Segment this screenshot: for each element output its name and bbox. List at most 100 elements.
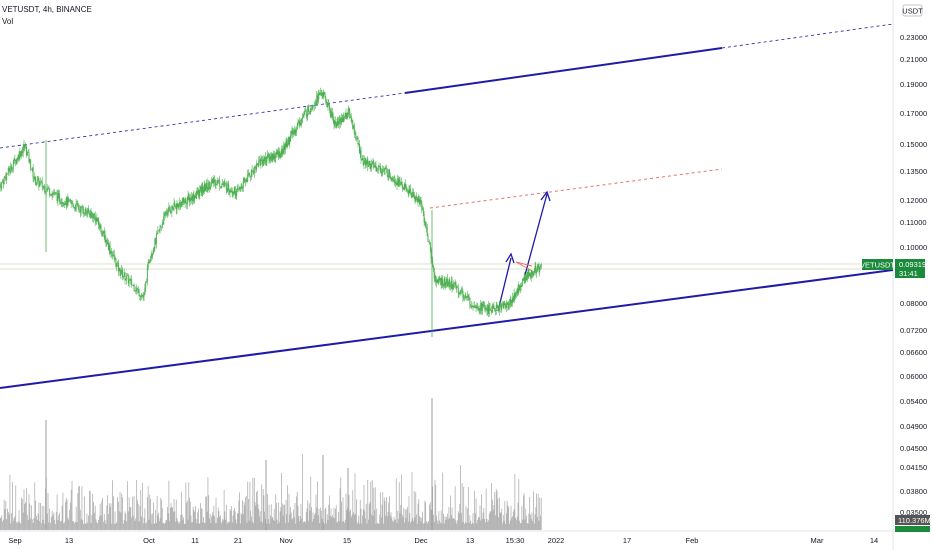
volume-bar — [288, 493, 290, 530]
candle-body — [311, 108, 313, 109]
volume-bar — [488, 513, 490, 530]
volume-bar — [222, 518, 224, 530]
time-tick: Sep — [8, 536, 21, 545]
volume-bar — [469, 515, 471, 530]
candle-body — [135, 290, 137, 292]
candle-body — [192, 194, 194, 201]
candle-body — [81, 206, 83, 208]
volume-bar — [311, 507, 312, 530]
volume-bar — [441, 523, 443, 530]
candle-body — [186, 202, 188, 205]
volume-bar — [514, 473, 516, 530]
volume-bar — [481, 494, 482, 530]
time-tick: 15 — [343, 536, 351, 545]
candle-body — [152, 253, 154, 255]
candle-body — [487, 305, 489, 312]
candle-body — [275, 151, 277, 155]
candle-body — [494, 308, 496, 312]
candle-body — [396, 182, 398, 186]
candle-body — [419, 199, 421, 204]
volume-bar — [502, 514, 504, 530]
volume-bar — [519, 523, 521, 530]
volume-bar — [268, 504, 270, 530]
candle-body — [54, 192, 56, 195]
candle-body — [350, 116, 352, 122]
volume-bar — [237, 513, 239, 530]
volume-bar — [362, 515, 363, 530]
candle-body — [283, 144, 285, 151]
candle-body — [497, 307, 499, 309]
candle-body — [93, 213, 95, 219]
candle-body — [314, 105, 315, 107]
trendline-upper[interactable] — [0, 23, 894, 149]
volume-bar — [300, 504, 302, 530]
candle-body — [158, 230, 160, 231]
candle-body — [13, 159, 15, 165]
candle-body — [64, 203, 66, 205]
candle-body — [401, 181, 402, 185]
volume-bar — [79, 486, 80, 530]
volume-bar — [141, 516, 142, 530]
candle-body — [122, 276, 124, 278]
trendline-middle[interactable] — [429, 168, 723, 209]
time-tick: 15:30 — [506, 536, 525, 545]
volume-bar — [505, 523, 506, 530]
candle-body — [511, 302, 513, 304]
volume-bar — [459, 504, 461, 530]
volume-bar — [448, 507, 450, 530]
volume-bar — [484, 522, 486, 530]
candle-body — [306, 115, 308, 117]
volume-bar — [408, 496, 410, 530]
volume-bar — [159, 518, 161, 530]
candle-body — [279, 151, 281, 158]
volume-value-tag[interactable]: 110.376M — [895, 515, 931, 532]
candlestick-series[interactable] — [0, 87, 542, 337]
candle-body — [305, 110, 306, 112]
volume-bar — [332, 517, 334, 530]
candle-body — [314, 103, 316, 106]
candle-body — [226, 190, 228, 192]
candle-body — [297, 123, 299, 125]
volume-bar — [130, 507, 132, 530]
candle-body — [518, 285, 520, 293]
volume-bar — [398, 518, 399, 530]
candle-body — [287, 143, 288, 147]
price-tag-countdown: 31:41 — [899, 269, 918, 278]
volume-bar — [505, 513, 507, 530]
volume-bar — [109, 506, 111, 530]
price-tag-price: 0.09319 — [899, 260, 926, 269]
candle-body — [50, 195, 52, 197]
current-price-tag[interactable]: VETUSDT 0.09319 31:41 — [860, 259, 926, 278]
projection-arrow[interactable] — [497, 190, 551, 312]
volume-bar — [413, 521, 414, 530]
candle-body — [474, 305, 476, 308]
volume-indicator-label[interactable]: Vol — [2, 17, 14, 26]
volume-bar — [88, 515, 89, 530]
candle-body — [335, 123, 337, 127]
candle-body — [308, 106, 309, 112]
candle-body — [205, 188, 207, 191]
volume-bar — [536, 516, 538, 530]
volume-series[interactable] — [0, 398, 542, 530]
price-axis[interactable]: 0.23000 0.21000 0.19000 0.17000 0.15000 … — [900, 33, 927, 517]
trendline-lower[interactable] — [0, 269, 894, 389]
time-axis[interactable]: Sep 13 Oct 11 21 Nov 15 Dec 13 15:30 202… — [8, 536, 878, 545]
candle-body — [239, 187, 241, 188]
candle-body — [82, 206, 84, 211]
volume-bar — [175, 521, 176, 530]
volume-bar — [261, 484, 263, 530]
volume-bar — [153, 523, 155, 530]
candle-body — [523, 276, 525, 281]
volume-bar — [279, 511, 281, 530]
volume-bar — [190, 515, 192, 530]
currency-button[interactable]: USDT — [902, 4, 923, 17]
candle-body — [63, 203, 65, 205]
candle-body — [93, 213, 95, 216]
candle-body — [531, 271, 533, 275]
candle-body — [350, 116, 351, 118]
candle-body — [478, 308, 480, 310]
candle-body — [236, 188, 238, 189]
volume-bar — [126, 521, 128, 530]
volume-bar — [156, 495, 158, 530]
